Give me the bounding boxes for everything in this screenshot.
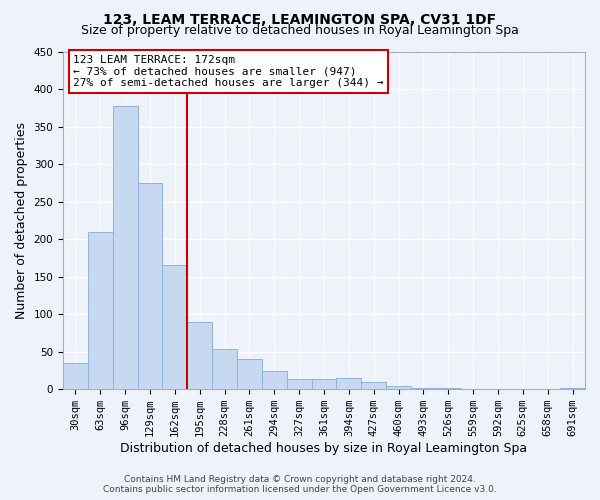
Bar [212,350,237,389]
Bar [560,388,585,389]
Bar [137,183,163,389]
Bar [113,106,137,389]
Bar [386,386,411,389]
Text: Size of property relative to detached houses in Royal Leamington Spa: Size of property relative to detached ho… [81,24,519,37]
Bar [311,380,337,389]
Bar [262,371,287,389]
Bar [287,380,311,389]
Bar [337,378,361,389]
Bar [163,266,187,389]
Bar [436,388,461,389]
Bar [187,322,212,389]
Bar [63,363,88,389]
Text: 123, LEAM TERRACE, LEAMINGTON SPA, CV31 1DF: 123, LEAM TERRACE, LEAMINGTON SPA, CV31 … [103,12,497,26]
Text: 123 LEAM TERRACE: 172sqm
← 73% of detached houses are smaller (947)
27% of semi-: 123 LEAM TERRACE: 172sqm ← 73% of detach… [73,55,384,88]
X-axis label: Distribution of detached houses by size in Royal Leamington Spa: Distribution of detached houses by size … [121,442,527,455]
Y-axis label: Number of detached properties: Number of detached properties [15,122,28,319]
Bar [361,382,386,389]
Text: Contains HM Land Registry data © Crown copyright and database right 2024.
Contai: Contains HM Land Registry data © Crown c… [103,474,497,494]
Bar [237,359,262,389]
Bar [411,388,436,389]
Bar [88,232,113,389]
